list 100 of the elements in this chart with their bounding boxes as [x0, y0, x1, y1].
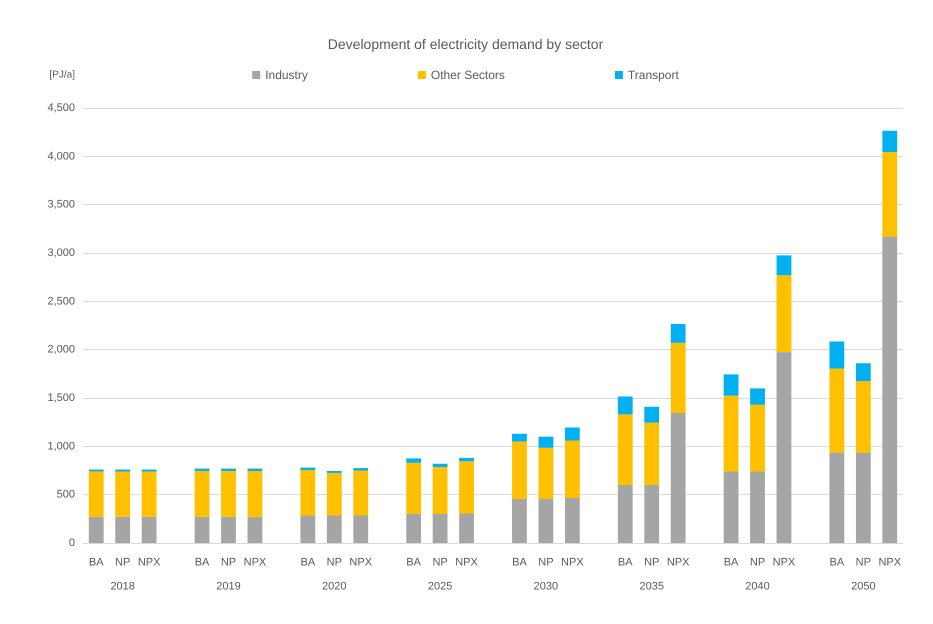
text: 2040 [745, 580, 770, 592]
y-tick-label: 3,000 [47, 247, 75, 259]
bar [670, 342, 686, 413]
bar [829, 368, 844, 453]
bar [326, 472, 342, 516]
bar [353, 515, 368, 543]
bar [406, 458, 422, 463]
bar [670, 324, 686, 343]
bar [670, 412, 686, 543]
bar [776, 255, 792, 276]
bar [248, 470, 262, 517]
x-tick-label: NP [644, 556, 660, 568]
text: 2018 [110, 580, 135, 592]
bar [142, 471, 157, 517]
bar [829, 452, 844, 543]
bar [300, 468, 316, 470]
x-tick-label: NPX [455, 556, 479, 568]
bar [115, 516, 130, 543]
bar [644, 406, 660, 423]
bar [459, 514, 474, 543]
text: 2035 [639, 580, 664, 592]
bar [88, 516, 104, 543]
y-tick-label: 4,000 [47, 150, 75, 162]
bar [618, 396, 633, 414]
bar [882, 130, 898, 152]
bar [776, 275, 792, 352]
text: 2019 [216, 580, 241, 592]
bar [882, 152, 898, 237]
x-tick-label: NPX [666, 556, 690, 568]
bar [221, 470, 236, 517]
bar [724, 396, 738, 472]
x-tick-label: NP [220, 556, 236, 568]
x-tick-label: NP [750, 556, 766, 568]
bar [300, 470, 316, 516]
bar [406, 514, 422, 543]
x-tick-label: BA [194, 556, 210, 568]
y-tick-label: 2,000 [47, 344, 75, 356]
bar [750, 471, 765, 543]
bar [512, 442, 527, 500]
y-tick-label: 1,000 [47, 440, 75, 452]
bar [459, 458, 474, 462]
x-tick-label: BA [512, 556, 528, 568]
bar [882, 236, 898, 543]
bar [776, 352, 792, 543]
text: 2050 [851, 580, 876, 592]
x-tick-label: NPX [138, 556, 162, 568]
bar [88, 471, 104, 517]
bar [432, 514, 448, 543]
bar [512, 434, 527, 442]
bar [564, 498, 580, 543]
bar [724, 374, 738, 396]
x-tick-label: NP [326, 556, 342, 568]
text: 2020 [322, 580, 347, 592]
legend-label: Industry [265, 68, 308, 82]
bar [829, 341, 844, 369]
legend-label: Other Sectors [430, 68, 505, 82]
bar [248, 516, 262, 543]
y-tick-label: 2,500 [47, 295, 75, 308]
y-tick-label: 4,500 [47, 102, 75, 114]
x-tick-label: BA [300, 556, 316, 568]
x-tick-label: BA [406, 556, 422, 568]
bar [406, 462, 422, 514]
bar [142, 516, 157, 543]
x-tick-label: BA [618, 556, 634, 568]
y-axis-title: [PJ/a] [49, 70, 76, 80]
x-tick-label: NPX [244, 556, 267, 568]
x-tick-label: NPX [561, 556, 584, 568]
text: 2030 [534, 580, 558, 592]
text: 2025 [428, 580, 452, 592]
bar [564, 440, 580, 498]
x-tick-label: NP [538, 556, 554, 568]
bar [353, 470, 368, 516]
legend-label: Transport [628, 68, 680, 82]
bar [538, 448, 554, 500]
bar [300, 515, 316, 543]
x-tick-label: NPX [878, 556, 902, 568]
x-tick-label: NP [115, 556, 130, 568]
bar [538, 436, 554, 448]
y-tick-label: 0 [68, 537, 75, 549]
y-tick-label: 1,500 [47, 392, 75, 404]
bar [856, 381, 871, 453]
bar [538, 499, 554, 543]
y-tick-label: 500 [56, 488, 75, 501]
y-tick-label: 3,500 [47, 198, 75, 211]
bar [564, 427, 580, 441]
x-tick-label: NP [432, 556, 448, 568]
x-tick-label: BA [88, 556, 104, 568]
x-tick-label: NP [856, 556, 871, 568]
bar [618, 414, 633, 485]
bar [750, 388, 765, 405]
bar [644, 422, 660, 485]
bar [724, 471, 738, 543]
chart-title: Development of electricity demand by sector [328, 36, 604, 52]
bar [512, 499, 527, 543]
bar [618, 485, 633, 543]
x-tick-label: NPX [772, 556, 796, 568]
bar [856, 363, 871, 382]
bar [644, 485, 660, 543]
x-tick-label: NPX [349, 556, 373, 568]
bar [194, 516, 210, 543]
